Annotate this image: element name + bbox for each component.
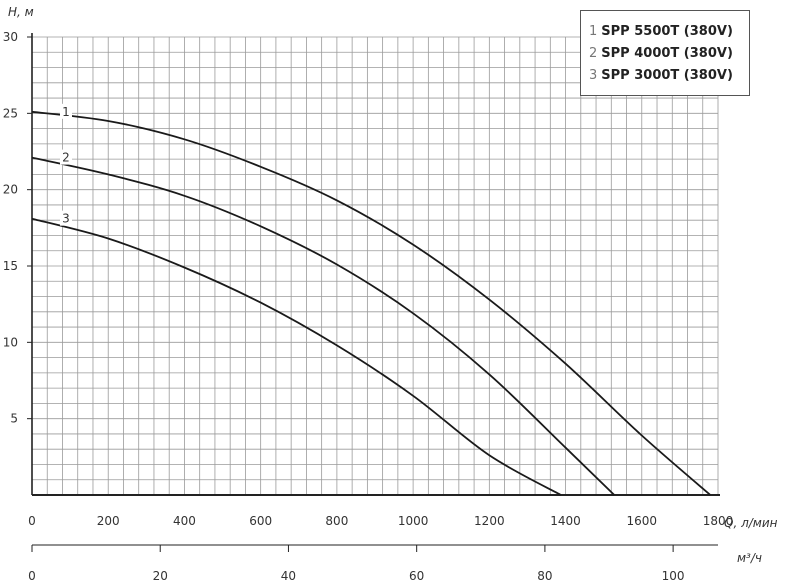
- legend-item-2: 2 SPP 4000T (380V): [589, 43, 749, 65]
- y-axis-label: H, м: [8, 5, 34, 19]
- series-label-3: 3: [62, 212, 70, 226]
- legend: 1 SPP 5500T (380V) 2 SPP 4000T (380V) 3 SPP…: [580, 10, 750, 96]
- legend-name: SPP 5500T (380V): [601, 24, 733, 39]
- x-tick-label: 400: [173, 514, 196, 528]
- x2-axis-label: м³/ч: [737, 551, 762, 565]
- x2-tick-label: 60: [409, 569, 424, 583]
- x-tick-label: 1800: [703, 514, 734, 528]
- x2-tick-label: 0: [28, 569, 36, 583]
- series-line-1: [31, 110, 711, 496]
- y-tick-label: 20: [3, 183, 18, 197]
- legend-number: 3: [589, 68, 598, 83]
- legend-name: SPP 4000T (380V): [601, 46, 733, 61]
- x-tick-label: 0: [28, 514, 36, 528]
- series-label-background: [60, 210, 72, 226]
- series-line-2: [31, 156, 615, 496]
- y-tick-label: 10: [3, 335, 18, 349]
- curves: 1 2 3: [31, 103, 711, 496]
- x-tick-label: 1200: [474, 514, 505, 528]
- x-tick-label: 800: [325, 514, 348, 528]
- x2-tick-label: 100: [662, 569, 685, 583]
- x-tick-label: 200: [97, 514, 120, 528]
- x-tick-label: 1600: [627, 514, 658, 528]
- y-tick-label: 30: [3, 30, 18, 44]
- grid: [32, 36, 719, 495]
- series-line-3: [31, 217, 562, 496]
- y-tick-label: 15: [3, 259, 18, 273]
- legend-number: 1: [589, 24, 598, 39]
- x-axis-label: Q, л/мин: [724, 516, 778, 530]
- x-tick-label: 1400: [550, 514, 581, 528]
- y-tick-label: 5: [10, 412, 18, 426]
- x2-tick-label: 40: [281, 569, 296, 583]
- legend-name: SPP 3000T (380V): [601, 68, 733, 83]
- series-label-background: [60, 149, 72, 165]
- x2-tick-label: 80: [537, 569, 552, 583]
- x-tick-label: 1000: [398, 514, 429, 528]
- axes: [27, 33, 720, 552]
- legend-item-1: 1 SPP 5500T (380V): [589, 21, 749, 43]
- series-label-1: 1: [62, 105, 70, 119]
- y-tick-label: 25: [3, 106, 18, 120]
- legend-item-3: 3 SPP 3000T (380V): [589, 65, 749, 87]
- series-label-2: 2: [62, 151, 70, 165]
- x2-tick-label: 20: [153, 569, 168, 583]
- x-tick-label: 600: [249, 514, 272, 528]
- legend-number: 2: [589, 46, 598, 61]
- series-label-background: [60, 103, 72, 119]
